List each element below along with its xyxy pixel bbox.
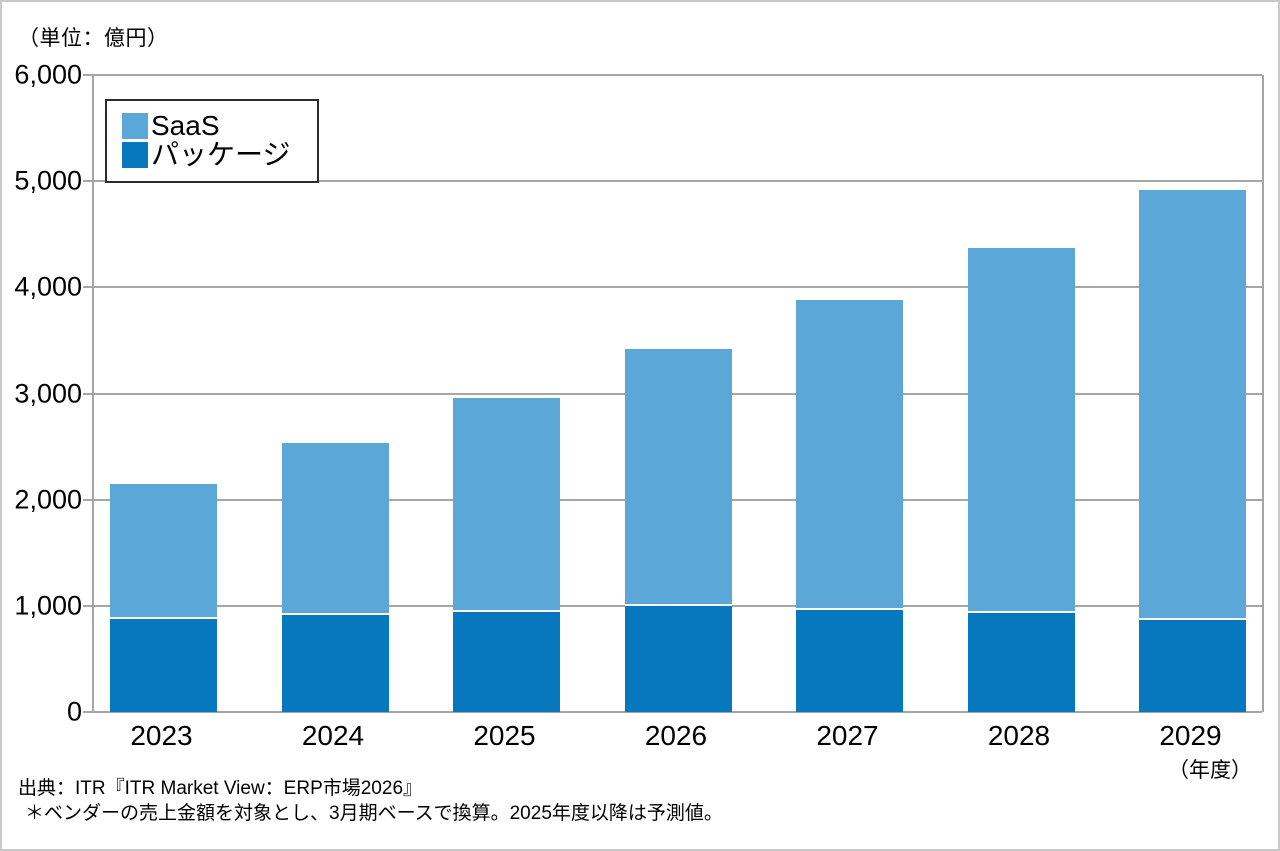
gridline-4000 bbox=[94, 286, 1262, 288]
bar-2024-package-segment bbox=[281, 615, 389, 712]
y-tick-6000 bbox=[83, 74, 94, 76]
x-axis-labels: 2023 2024 2025 2026 2027 2028 2029 bbox=[92, 716, 1264, 756]
bar-2029-saas-segment bbox=[1139, 190, 1246, 620]
bar-2023 bbox=[110, 484, 217, 712]
x-tick-label-2029: 2029 bbox=[1159, 720, 1222, 751]
y-tick-1000 bbox=[83, 605, 94, 607]
y-tick-label-5000: 5,000 bbox=[14, 165, 82, 196]
bar-2029-package-segment bbox=[1139, 619, 1246, 712]
bar-2026-saas-segment bbox=[624, 348, 732, 606]
y-tick-5000 bbox=[83, 180, 94, 182]
bar-2026 bbox=[624, 348, 732, 712]
footer: 出典：ITR『ITR Market View：ERP市場2026』 ＊ベンダーの… bbox=[18, 776, 723, 826]
plot-area bbox=[83, 74, 1264, 713]
bar-2023-package-segment bbox=[110, 618, 217, 712]
bar-2025-saas-segment bbox=[453, 397, 560, 613]
legend-label: パッケージ bbox=[151, 138, 291, 170]
legend: SaaS パッケージ bbox=[105, 99, 319, 183]
y-tick-label-3000: 3,000 bbox=[14, 378, 82, 408]
source-line: 出典：ITR『ITR Market View：ERP市場2026』 bbox=[18, 778, 423, 799]
bar-2028 bbox=[967, 247, 1075, 712]
bar-2025 bbox=[453, 397, 560, 712]
legend-label: SaaS bbox=[151, 109, 220, 141]
x-tick-label-2025: 2025 bbox=[473, 720, 536, 751]
x-axis-unit-label: （年度） bbox=[1168, 759, 1252, 782]
bar-2027-package-segment bbox=[796, 609, 903, 712]
legend-swatch-saas bbox=[122, 112, 148, 139]
y-tick-label-2000: 2,000 bbox=[14, 484, 82, 515]
legend-swatch-package bbox=[122, 141, 148, 168]
y-tick-0 bbox=[83, 711, 94, 713]
bar-2023-saas-segment bbox=[110, 484, 217, 619]
y-tick-label-1000: 1,000 bbox=[14, 590, 82, 621]
gridline-6000 bbox=[94, 74, 1262, 76]
y-tick-2000 bbox=[83, 499, 94, 501]
y-tick-label-0: 0 bbox=[66, 696, 82, 727]
y-tick-3000 bbox=[83, 393, 94, 395]
bar-2027 bbox=[796, 300, 903, 712]
gridline-0 bbox=[94, 711, 1262, 713]
bar-2024 bbox=[281, 442, 389, 712]
bar-2029 bbox=[1139, 190, 1246, 712]
x-tick-label-2028: 2028 bbox=[987, 720, 1051, 751]
legend-item-saas: SaaS bbox=[122, 111, 317, 140]
bar-2027-saas-segment bbox=[796, 300, 903, 610]
bar-2028-saas-segment bbox=[967, 247, 1075, 614]
gridline-5000 bbox=[94, 180, 1262, 182]
x-tick-label-2026: 2026 bbox=[644, 720, 708, 751]
y-tick-label-4000: 4,000 bbox=[14, 271, 82, 302]
bar-2028-package-segment bbox=[967, 613, 1075, 712]
note-line: ＊ベンダーの売上金額を対象とし、3月期ベースで換算。2025年度以降は予測値。 bbox=[25, 803, 723, 824]
x-tick-label-2024: 2024 bbox=[301, 720, 365, 751]
y-tick-label-6000: 6,000 bbox=[14, 59, 82, 90]
legend-item-package: パッケージ bbox=[122, 140, 317, 169]
y-tick-4000 bbox=[83, 286, 94, 288]
unit-label: （単位：億円） bbox=[18, 27, 169, 50]
x-tick-label-2023: 2023 bbox=[130, 720, 193, 751]
bar-2025-package-segment bbox=[453, 612, 560, 712]
bar-2024-saas-segment bbox=[281, 442, 389, 616]
x-tick-label-2027: 2027 bbox=[816, 720, 879, 751]
y-axis-labels: 0 1,000 2,000 3,000 4,000 5,000 6,000 bbox=[2, 60, 82, 727]
bar-2026-package-segment bbox=[624, 605, 732, 712]
